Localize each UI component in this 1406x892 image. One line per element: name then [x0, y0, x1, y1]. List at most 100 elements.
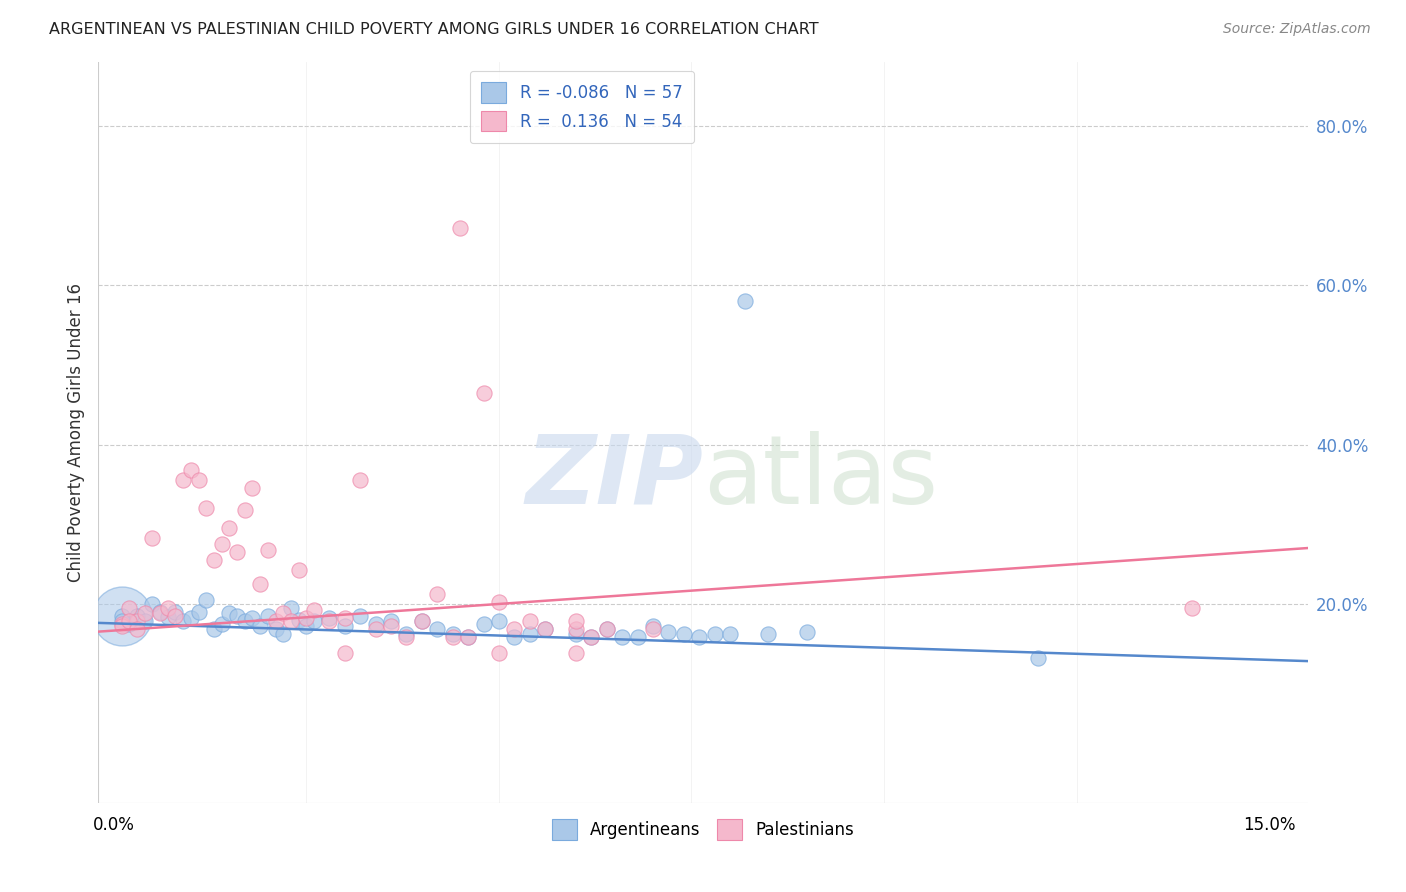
Point: [195, 501, 218, 516]
Point: [534, 622, 557, 636]
Point: [202, 622, 225, 636]
Point: [610, 630, 633, 644]
Point: [449, 221, 471, 235]
Point: [472, 385, 495, 400]
Point: [233, 615, 256, 629]
Point: [195, 592, 218, 607]
Point: [242, 481, 264, 495]
Point: [380, 615, 402, 629]
Point: [287, 563, 309, 577]
Point: [318, 611, 340, 625]
Point: [172, 474, 194, 488]
Point: [264, 622, 287, 636]
Point: [441, 627, 464, 641]
Point: [380, 619, 402, 633]
Point: [426, 622, 449, 636]
Point: [1181, 600, 1204, 615]
Point: [565, 615, 588, 629]
Point: [626, 630, 648, 644]
Text: ARGENTINEAN VS PALESTINIAN CHILD POVERTY AMONG GIRLS UNDER 16 CORRELATION CHART: ARGENTINEAN VS PALESTINIAN CHILD POVERTY…: [49, 22, 818, 37]
Point: [141, 597, 163, 611]
Point: [249, 619, 271, 633]
Point: [149, 607, 172, 621]
Point: [110, 615, 132, 629]
Point: [302, 615, 325, 629]
Point: [426, 587, 449, 601]
Point: [641, 622, 664, 636]
Point: [172, 615, 194, 629]
Point: [441, 630, 464, 644]
Point: [519, 615, 541, 629]
Point: [226, 545, 249, 559]
Point: [1026, 651, 1049, 665]
Point: [703, 627, 725, 641]
Point: [218, 607, 240, 621]
Point: [141, 532, 163, 546]
Point: [134, 615, 156, 629]
Point: [672, 627, 695, 641]
Point: [218, 521, 240, 535]
Point: [118, 616, 141, 631]
Legend: Argentineans, Palestinians: Argentineans, Palestinians: [546, 813, 860, 847]
Point: [125, 608, 148, 623]
Point: [249, 577, 271, 591]
Y-axis label: Child Poverty Among Girls Under 16: Child Poverty Among Girls Under 16: [66, 283, 84, 582]
Point: [187, 605, 209, 619]
Point: [472, 616, 495, 631]
Point: [280, 600, 302, 615]
Point: [718, 627, 741, 641]
Point: [149, 605, 172, 619]
Point: [134, 607, 156, 621]
Text: Source: ZipAtlas.com: Source: ZipAtlas.com: [1223, 22, 1371, 37]
Point: [596, 622, 619, 636]
Point: [411, 615, 433, 629]
Point: [318, 615, 340, 629]
Point: [302, 603, 325, 617]
Point: [333, 646, 356, 660]
Point: [565, 622, 588, 636]
Point: [226, 608, 249, 623]
Point: [457, 630, 479, 644]
Point: [211, 537, 233, 551]
Point: [211, 616, 233, 631]
Point: [233, 503, 256, 517]
Point: [596, 622, 619, 636]
Point: [734, 294, 756, 309]
Point: [180, 463, 202, 477]
Point: [411, 615, 433, 629]
Point: [488, 646, 510, 660]
Point: [581, 630, 603, 644]
Point: [349, 608, 371, 623]
Point: [688, 630, 710, 644]
Point: [641, 619, 664, 633]
Point: [796, 624, 818, 639]
Point: [565, 646, 588, 660]
Point: [333, 619, 356, 633]
Point: [110, 619, 132, 633]
Point: [118, 600, 141, 615]
Point: [364, 622, 387, 636]
Point: [156, 600, 179, 615]
Text: ZIP: ZIP: [524, 431, 703, 524]
Point: [534, 622, 557, 636]
Point: [257, 542, 280, 557]
Point: [125, 622, 148, 636]
Point: [349, 474, 371, 488]
Point: [758, 627, 780, 641]
Point: [242, 611, 264, 625]
Text: atlas: atlas: [703, 431, 938, 524]
Point: [271, 627, 294, 641]
Point: [364, 616, 387, 631]
Point: [156, 610, 179, 624]
Point: [257, 608, 280, 623]
Point: [271, 607, 294, 621]
Point: [503, 622, 526, 636]
Point: [581, 630, 603, 644]
Point: [457, 630, 479, 644]
Point: [118, 615, 141, 629]
Point: [395, 630, 418, 644]
Point: [519, 627, 541, 641]
Point: [165, 605, 187, 619]
Point: [287, 613, 309, 627]
Point: [264, 615, 287, 629]
